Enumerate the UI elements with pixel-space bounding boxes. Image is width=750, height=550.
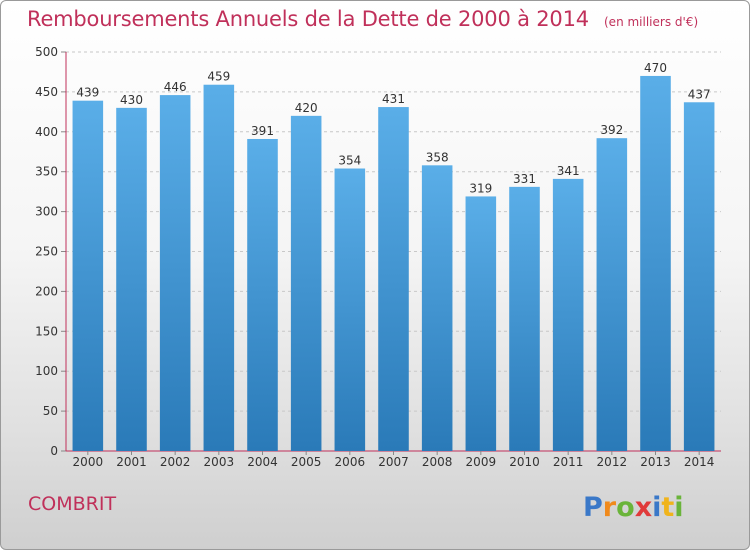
x-tick-label-2010: 2010: [509, 455, 540, 469]
data-label-2006: 354: [338, 154, 361, 168]
bar-2013: [640, 75, 671, 451]
bar-2008: [421, 165, 453, 452]
x-tick-label-2004: 2004: [247, 455, 278, 469]
y-tick-label: 100: [35, 364, 58, 378]
bar-2006: [334, 168, 366, 451]
bar-2005: [290, 115, 322, 451]
bar-2009: [465, 196, 497, 451]
chart-title-unit: (en milliers d'€): [604, 15, 699, 29]
data-label-2012: 392: [600, 123, 623, 137]
data-label-2014: 437: [688, 87, 711, 101]
data-label-2008: 358: [426, 150, 449, 164]
x-tick-label-2005: 2005: [291, 455, 322, 469]
x-tick-label-2014: 2014: [684, 455, 715, 469]
proxiti-logo-text: Proxiti: [583, 492, 684, 523]
data-label-2000: 439: [76, 86, 99, 100]
x-tick-label-2009: 2009: [466, 455, 497, 469]
x-tick-label-2011: 2011: [553, 455, 584, 469]
y-tick-label: 250: [35, 245, 58, 259]
bar-2002: [159, 95, 191, 451]
x-tick-label-2000: 2000: [73, 455, 104, 469]
bar-2011: [552, 178, 584, 451]
data-label-2007: 431: [382, 92, 405, 106]
bar-2014: [683, 102, 715, 452]
data-label-2009: 319: [469, 181, 492, 195]
data-label-2005: 420: [295, 101, 318, 115]
x-tick-label-2003: 2003: [204, 455, 235, 469]
chart-title-main: Remboursements Annuels de la Dette de 20…: [27, 7, 589, 31]
bar-2003: [203, 84, 235, 451]
data-label-2004: 391: [251, 124, 274, 138]
x-tick-label-2001: 2001: [116, 455, 147, 469]
data-label-2002: 446: [164, 80, 187, 94]
bar-2000: [72, 100, 104, 451]
y-tick-label: 350: [35, 165, 58, 179]
x-tick-label-2012: 2012: [597, 455, 628, 469]
y-tick-label: 0: [50, 444, 58, 458]
data-label-2003: 459: [207, 70, 230, 84]
data-label-2013: 470: [644, 61, 667, 75]
bar-2012: [596, 138, 628, 451]
x-tick-label-2007: 2007: [378, 455, 409, 469]
x-tick-label-2013: 2013: [640, 455, 671, 469]
y-tick-label: 200: [35, 284, 58, 298]
data-label-2001: 430: [120, 93, 143, 107]
y-tick-label: 400: [35, 125, 58, 139]
chart-title: Remboursements Annuels de la Dette de 20…: [27, 7, 698, 31]
bar-2001: [116, 107, 147, 452]
x-tick-label-2002: 2002: [160, 455, 191, 469]
y-tick-label: 500: [35, 45, 58, 59]
y-tick-label: 300: [35, 205, 58, 219]
data-label-2011: 341: [557, 164, 580, 178]
bar-2004: [247, 138, 278, 451]
proxiti-logo: Proxiti: [583, 492, 684, 523]
y-tick-label: 150: [35, 324, 58, 338]
data-label-2010: 331: [513, 172, 536, 186]
x-tick-label-2006: 2006: [335, 455, 366, 469]
y-tick-label: 450: [35, 85, 58, 99]
bar-2007: [378, 107, 409, 451]
commune-name: COMBRIT: [28, 493, 117, 515]
x-tick-label-2008: 2008: [422, 455, 453, 469]
y-tick-label: 50: [43, 404, 58, 418]
bar-2010: [509, 186, 540, 451]
